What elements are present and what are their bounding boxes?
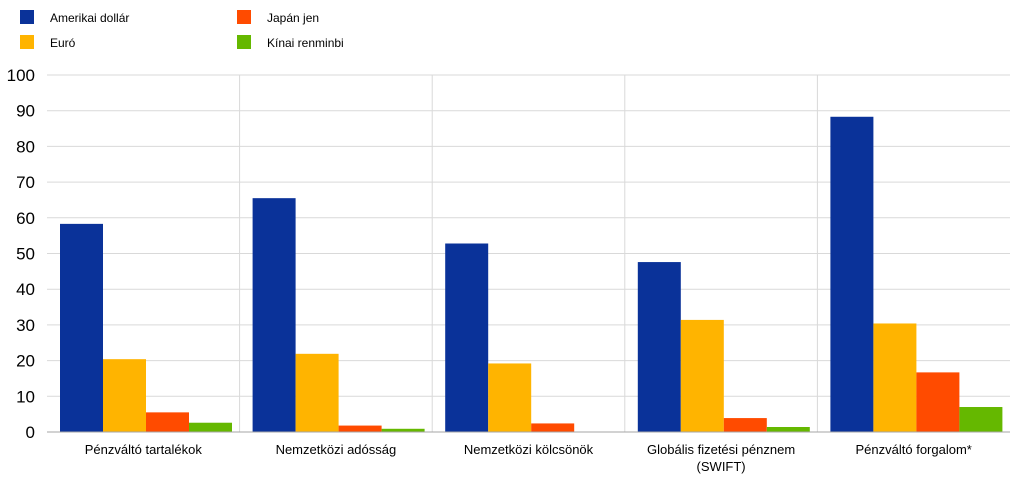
bar [488, 363, 531, 432]
y-tick-label: 90 [16, 102, 35, 121]
y-tick-label: 0 [26, 423, 35, 442]
bar [681, 320, 724, 432]
bar [339, 426, 382, 432]
y-tick-label: 60 [16, 209, 35, 228]
bars [60, 117, 1002, 432]
legend-swatch [237, 10, 251, 24]
bar [830, 117, 873, 432]
x-category-label: (SWIFT) [697, 459, 746, 474]
x-category-label: Pénzváltó forgalom* [856, 442, 972, 457]
y-tick-label: 20 [16, 352, 35, 371]
x-category-label: Nemzetközi adósság [276, 442, 397, 457]
x-category-label: Nemzetközi kölcsönök [464, 442, 594, 457]
y-tick-label: 70 [16, 173, 35, 192]
legend-label: Euró [50, 36, 76, 50]
bar [959, 407, 1002, 432]
bar [767, 427, 810, 432]
y-tick-label: 80 [16, 137, 35, 156]
bar [189, 423, 232, 432]
x-category-label: Globális fizetési pénznem [647, 442, 795, 457]
y-tick-label: 50 [16, 245, 35, 264]
legend-label: Kínai renminbi [267, 36, 344, 50]
bar [916, 372, 959, 432]
bar [103, 359, 146, 432]
bar [638, 262, 681, 432]
bar [724, 418, 767, 432]
bar [253, 198, 296, 432]
y-tick-label: 10 [16, 387, 35, 406]
y-tick-label: 100 [7, 66, 35, 85]
legend-swatch [20, 35, 34, 49]
legend-swatch [237, 35, 251, 49]
bar [296, 354, 339, 432]
bar [873, 323, 916, 432]
y-tick-label: 30 [16, 316, 35, 335]
y-tick-label: 40 [16, 280, 35, 299]
bar [60, 224, 103, 432]
bar [146, 412, 189, 432]
x-category-label: Pénzváltó tartalékok [85, 442, 203, 457]
bar [445, 244, 488, 432]
legend: Amerikai dollár Euró Japán jen Kínai renmin… [20, 10, 344, 50]
legend-label: Amerikai dollár [50, 11, 129, 25]
bar [531, 423, 574, 432]
legend-swatch [20, 10, 34, 24]
legend-label: Japán jen [267, 11, 319, 25]
